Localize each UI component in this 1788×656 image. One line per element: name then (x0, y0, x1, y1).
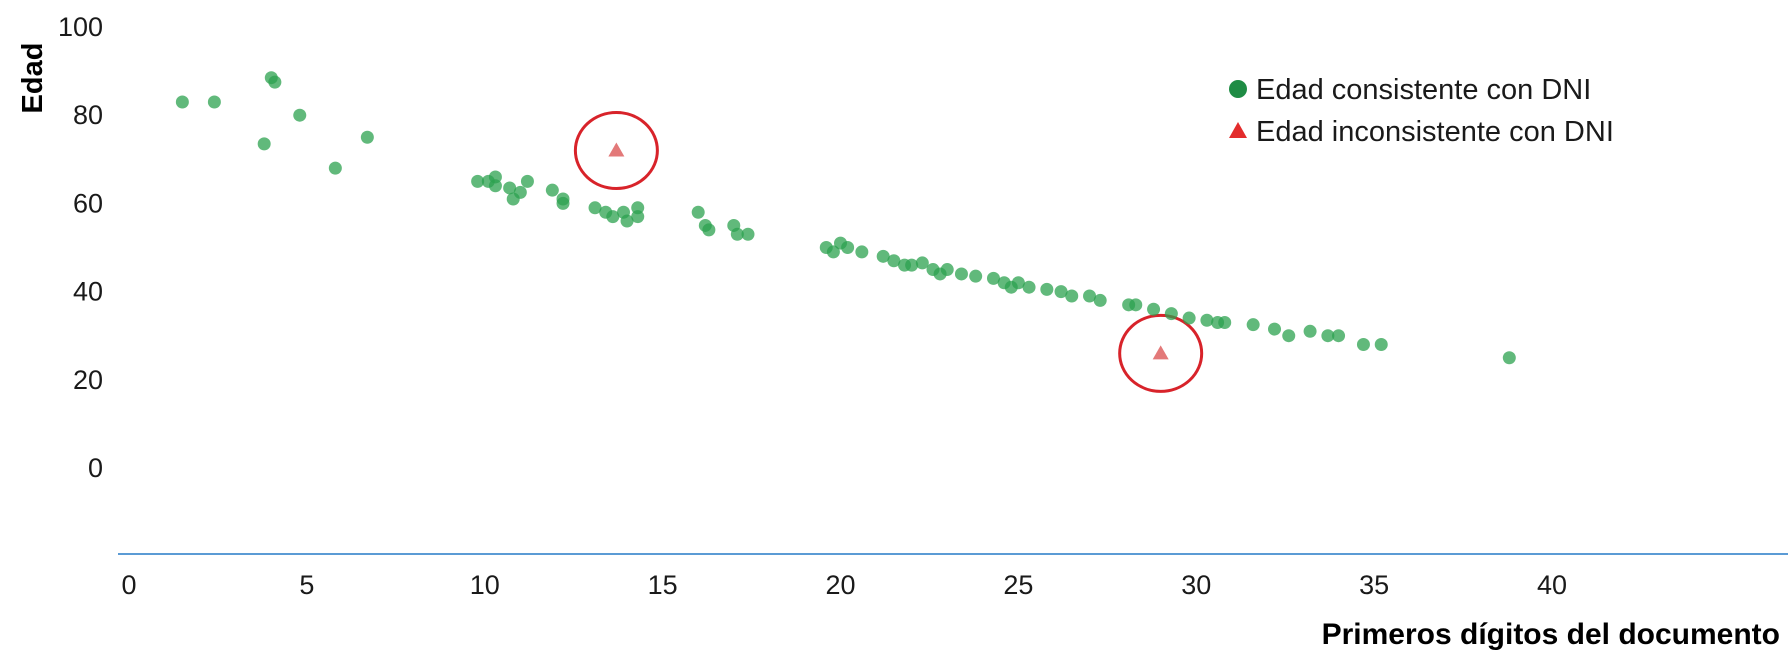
x-tick-label: 25 (1003, 570, 1033, 600)
consistent-point (207, 95, 221, 109)
x-tick-label: 35 (1359, 570, 1389, 600)
x-tick-label: 15 (648, 570, 678, 600)
consistent-point (1321, 329, 1335, 343)
y-tick-label: 0 (88, 453, 103, 483)
consistent-point (175, 95, 189, 109)
x-tick-label: 0 (121, 570, 136, 600)
consistent-point (1164, 307, 1178, 321)
x-axis-title: Primeros dígitos del documento (1322, 618, 1780, 651)
consistent-point (915, 256, 929, 270)
consistent-point (506, 192, 520, 206)
consistent-point (1011, 276, 1025, 290)
consistent-point (1093, 293, 1107, 307)
legend-marker-consistent (1229, 80, 1247, 98)
consistent-point (631, 210, 645, 224)
consistent-point (887, 254, 901, 268)
y-tick-label: 100 (58, 12, 103, 42)
consistent-point (1083, 289, 1097, 303)
consistent-point (556, 196, 570, 210)
consistent-point (741, 227, 755, 241)
legend: Edad consistente con DNI Edad inconsiste… (1229, 74, 1614, 148)
consistent-point (1129, 298, 1143, 312)
x-tick-label: 20 (825, 570, 855, 600)
consistent-point (257, 137, 271, 151)
consistent-point (691, 205, 705, 219)
consistent-point (606, 210, 620, 224)
consistent-point (841, 241, 855, 254)
consistent-point (268, 75, 282, 89)
consistent-point (1356, 338, 1370, 352)
consistent-point (969, 269, 983, 283)
consistent-point (620, 214, 634, 228)
consistent-point (730, 227, 744, 241)
y-axis-title: Edad (17, 43, 49, 114)
consistent-point (940, 263, 954, 277)
consistent-point (1147, 302, 1161, 316)
consistent-point (702, 223, 716, 237)
consistent-point (503, 181, 517, 195)
legend-label-inconsistent: Edad inconsistente con DNI (1256, 116, 1614, 148)
consistent-point (488, 179, 502, 193)
consistent-point (588, 201, 602, 215)
consistent-point (328, 161, 342, 175)
consistent-point (855, 245, 869, 259)
consistent-point (1054, 285, 1068, 299)
consistent-point (1282, 329, 1296, 343)
consistent-point (876, 249, 890, 263)
highlight-circle (573, 110, 659, 190)
consistent-point (1200, 313, 1214, 327)
consistent-point (1022, 280, 1036, 294)
y-tick-label: 40 (73, 277, 103, 307)
consistent-point (986, 271, 1000, 285)
consistent-point (1246, 318, 1260, 332)
data-points (175, 71, 1516, 365)
consistent-point (1065, 289, 1079, 303)
consistent-point (905, 258, 919, 272)
y-tick-label: 60 (73, 188, 103, 218)
x-tick-label: 30 (1181, 570, 1211, 600)
x-tick-label: 10 (470, 570, 500, 600)
x-axis-ticks: 0 5 10 15 20 25 30 35 40 (121, 570, 1567, 600)
consistent-point (1040, 282, 1054, 296)
consistent-point (520, 174, 534, 188)
consistent-point (293, 108, 307, 122)
consistent-point (1182, 311, 1196, 325)
x-tick-label: 40 (1537, 570, 1567, 600)
y-axis-ticks: 0 20 40 60 80 100 (58, 12, 103, 483)
consistent-point (545, 183, 559, 197)
y-tick-label: 80 (73, 100, 103, 130)
x-tick-label: 5 (299, 570, 314, 600)
consistent-point (826, 245, 840, 259)
consistent-point (1268, 322, 1282, 336)
inconsistent-point (608, 142, 625, 157)
y-tick-label: 20 (73, 365, 103, 395)
consistent-point (360, 130, 374, 144)
legend-marker-inconsistent (1229, 122, 1247, 138)
legend-label-consistent: Edad consistente con DNI (1256, 74, 1591, 106)
consistent-point (1218, 315, 1232, 329)
consistent-point (1374, 338, 1388, 352)
highlight-circle (1118, 313, 1204, 393)
consistent-point (471, 174, 485, 188)
consistent-point (1502, 351, 1516, 365)
consistent-point (1332, 329, 1346, 343)
consistent-point (1303, 324, 1317, 338)
inconsistent-point (1152, 345, 1169, 360)
highlight-annotations (573, 110, 1204, 393)
consistent-point (954, 267, 968, 281)
